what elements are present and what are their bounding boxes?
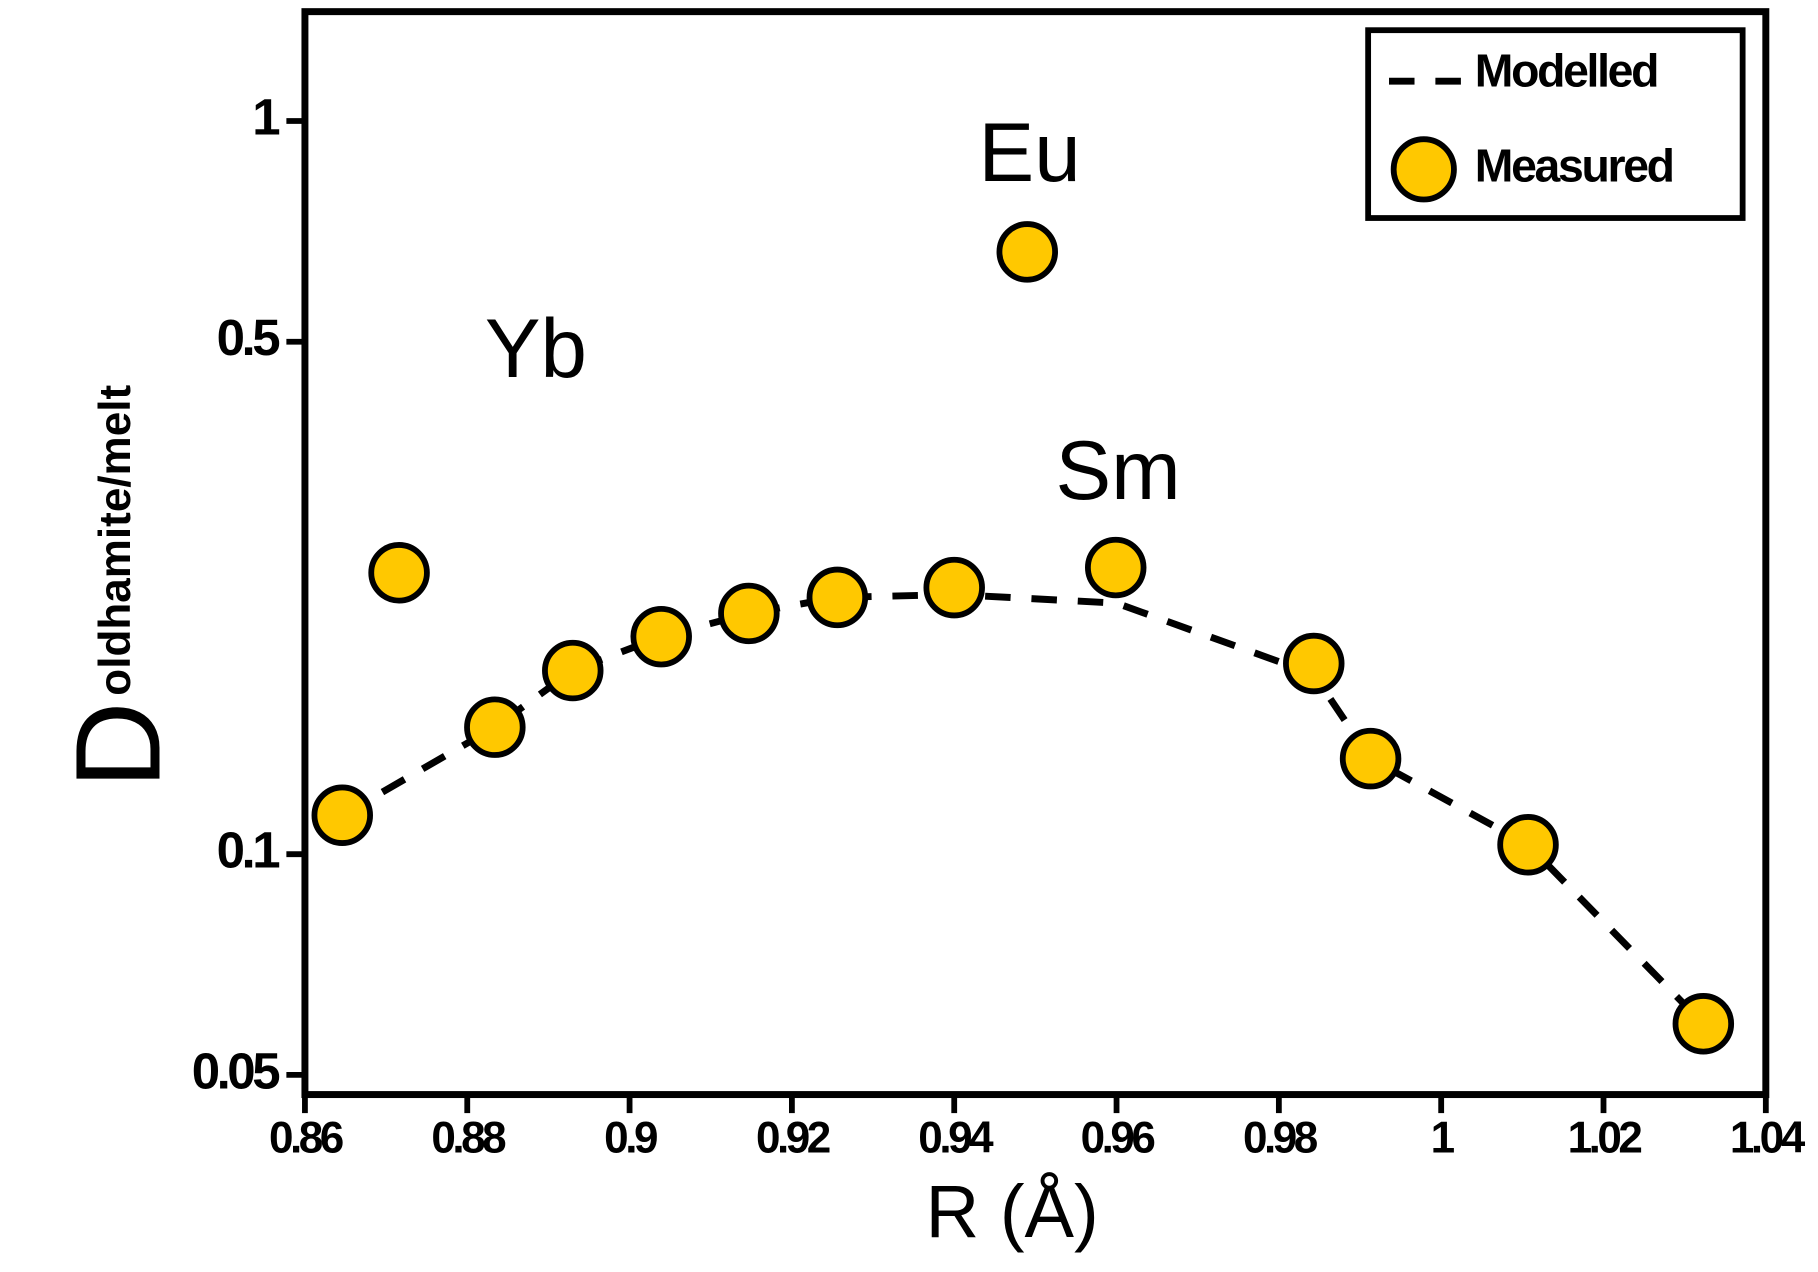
x-axis-label: R (Å) [926, 1170, 1099, 1253]
x-tick-label: 0.98 [1243, 1114, 1318, 1163]
data-point [311, 784, 373, 846]
data-point [1672, 993, 1735, 1055]
plot-frame [301, 8, 1770, 1099]
x-tick-label: 0.9 [604, 1114, 657, 1163]
y-tick-label: 0.5 [217, 309, 280, 366]
data-point [1085, 536, 1147, 599]
legend-marker [1390, 136, 1457, 203]
data-point [923, 556, 985, 619]
annotation: Eu [979, 105, 1081, 199]
annotation: Yb [485, 301, 587, 395]
data-point [1497, 814, 1559, 876]
legend: Modelled Measured [1365, 27, 1746, 221]
x-tick-label: 0.86 [269, 1114, 343, 1163]
data-point [542, 639, 604, 702]
y-tick-label: 1 [252, 89, 279, 146]
annotation: Sm [1055, 423, 1180, 517]
data-point [464, 696, 526, 758]
data-point [368, 542, 430, 604]
y-axis-label-group: D oldhamite/melt [50, 385, 185, 789]
x-tick-label: 1.04 [1730, 1114, 1806, 1163]
legend-label: Measured [1475, 140, 1673, 192]
data-point [718, 582, 780, 645]
y-tick-label: 0.05 [192, 1042, 279, 1099]
x-tick-label: 0.94 [918, 1114, 994, 1163]
x-tick-label: 0.92 [756, 1114, 830, 1163]
x-tick-label: 1.02 [1568, 1114, 1642, 1163]
data-point [1339, 727, 1402, 790]
x-tick-label: 0.88 [431, 1114, 506, 1163]
data-point [1283, 632, 1345, 695]
y-axis-label-subscript: oldhamite/melt [91, 385, 140, 696]
data-point [996, 221, 1058, 283]
x-tick-label: 0.96 [1081, 1114, 1155, 1163]
data-point [806, 566, 869, 629]
legend-label: Modelled [1475, 45, 1657, 97]
data-point [630, 605, 692, 668]
legend-box [1365, 27, 1746, 221]
y-tick-label: 0.1 [217, 822, 280, 879]
x-tick-label: 1 [1431, 1114, 1455, 1163]
y-axis-label: D [50, 701, 185, 788]
